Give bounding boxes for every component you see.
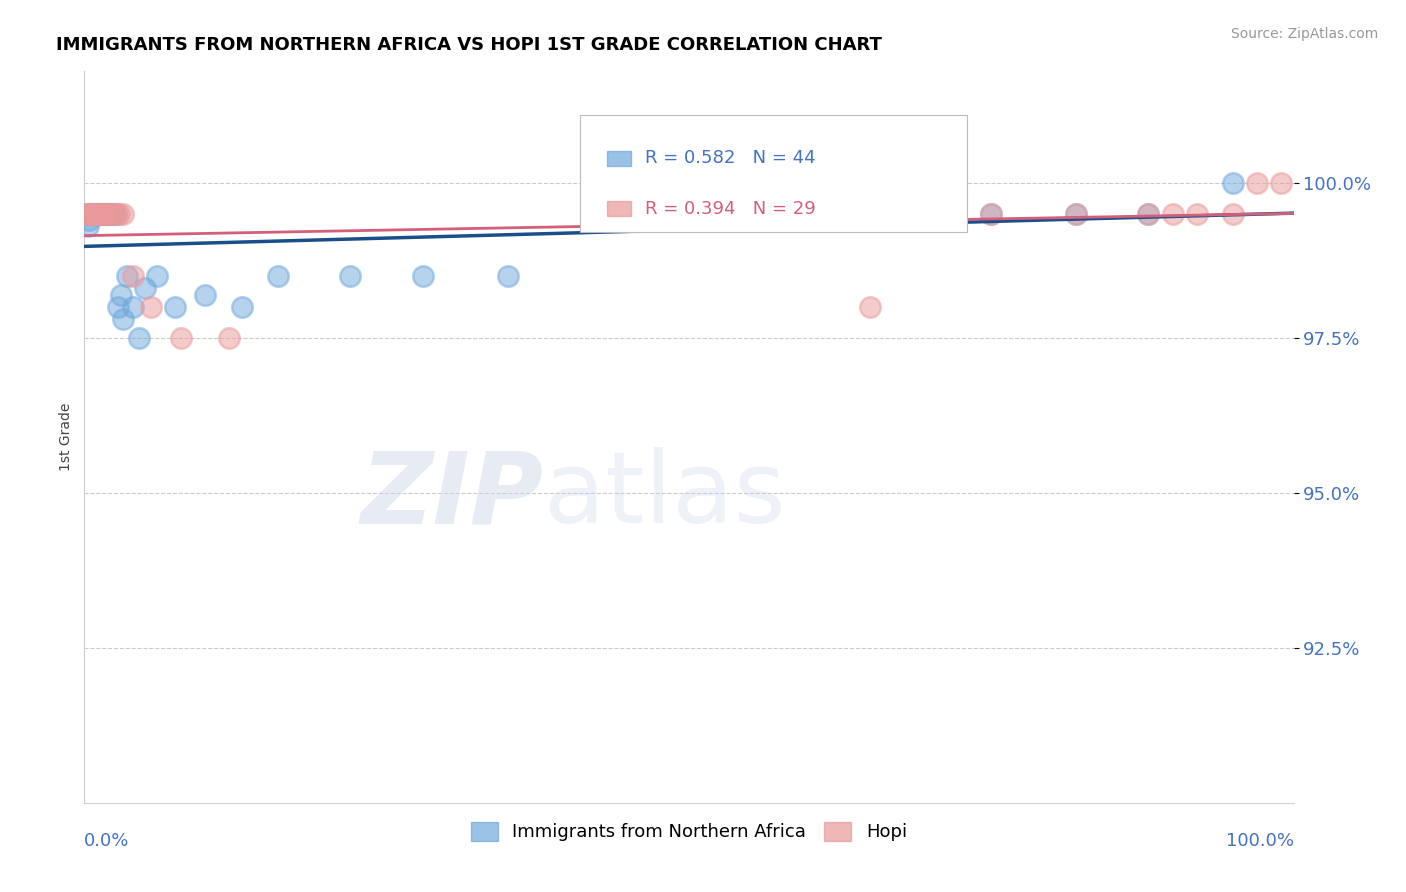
Point — [104, 207, 127, 221]
Point — [1137, 207, 1160, 221]
Point — [1137, 207, 1160, 221]
Point — [87, 207, 110, 221]
Point — [1222, 176, 1244, 190]
Point — [139, 300, 162, 314]
Point — [146, 268, 169, 283]
Point — [218, 331, 240, 345]
Point — [170, 331, 193, 345]
Point — [97, 207, 120, 221]
Text: ZIP: ZIP — [361, 447, 544, 544]
Legend: Immigrants from Northern Africa, Hopi: Immigrants from Northern Africa, Hopi — [464, 814, 914, 848]
Point — [103, 207, 125, 221]
Point — [112, 312, 135, 326]
Point — [617, 207, 640, 221]
Point — [121, 268, 143, 283]
Point — [231, 300, 253, 314]
Point — [1064, 207, 1087, 221]
Bar — [607, 151, 631, 166]
Point — [110, 287, 132, 301]
Point — [100, 207, 122, 221]
Point — [101, 207, 124, 221]
Point — [93, 207, 115, 221]
Point — [1161, 207, 1184, 221]
Point — [496, 268, 519, 283]
Point — [82, 207, 104, 221]
Point — [79, 207, 101, 221]
Point — [165, 300, 187, 314]
Point — [90, 207, 112, 221]
Point — [267, 268, 290, 283]
Point — [738, 207, 761, 221]
Point — [96, 207, 118, 221]
Point — [94, 207, 117, 221]
Text: atlas: atlas — [544, 447, 786, 544]
Point — [121, 300, 143, 314]
Point — [90, 207, 112, 221]
Text: Source: ZipAtlas.com: Source: ZipAtlas.com — [1230, 27, 1378, 41]
Point — [87, 207, 110, 221]
Text: 100.0%: 100.0% — [1226, 832, 1294, 850]
Text: 0.0%: 0.0% — [84, 832, 129, 850]
Text: R = 0.394   N = 29: R = 0.394 N = 29 — [645, 200, 815, 218]
Point — [134, 281, 156, 295]
Point — [84, 207, 107, 221]
Point — [339, 268, 361, 283]
Point — [93, 207, 115, 221]
Point — [86, 207, 108, 221]
Point — [83, 207, 105, 221]
Point — [94, 207, 117, 221]
Text: R = 0.582   N = 44: R = 0.582 N = 44 — [645, 149, 815, 168]
Point — [76, 207, 98, 221]
Point — [859, 207, 882, 221]
Point — [1064, 207, 1087, 221]
Point — [1185, 207, 1208, 221]
Point — [980, 207, 1002, 221]
Point — [107, 300, 129, 314]
Text: IMMIGRANTS FROM NORTHERN AFRICA VS HOPI 1ST GRADE CORRELATION CHART: IMMIGRANTS FROM NORTHERN AFRICA VS HOPI … — [56, 36, 882, 54]
Point — [1222, 207, 1244, 221]
Point — [80, 207, 103, 221]
Point — [82, 207, 104, 221]
Point — [79, 207, 101, 221]
Point — [77, 207, 100, 221]
Point — [1246, 176, 1268, 190]
Point — [1270, 176, 1292, 190]
Point — [115, 268, 138, 283]
Point — [980, 207, 1002, 221]
Bar — [607, 202, 631, 216]
Point — [108, 207, 131, 221]
Point — [412, 268, 434, 283]
Point — [94, 207, 117, 221]
Point — [86, 207, 108, 221]
FancyBboxPatch shape — [581, 115, 967, 232]
Point — [617, 207, 640, 221]
Y-axis label: 1st Grade: 1st Grade — [59, 403, 73, 471]
Point — [89, 207, 111, 221]
Point — [77, 219, 100, 234]
Point — [194, 287, 217, 301]
Point — [91, 207, 114, 221]
Point — [86, 207, 108, 221]
Point — [128, 331, 150, 345]
Point — [77, 213, 100, 227]
Point — [84, 207, 107, 221]
Point — [76, 207, 98, 221]
Point — [112, 207, 135, 221]
Point — [97, 207, 120, 221]
Point — [104, 207, 127, 221]
Point — [859, 300, 882, 314]
